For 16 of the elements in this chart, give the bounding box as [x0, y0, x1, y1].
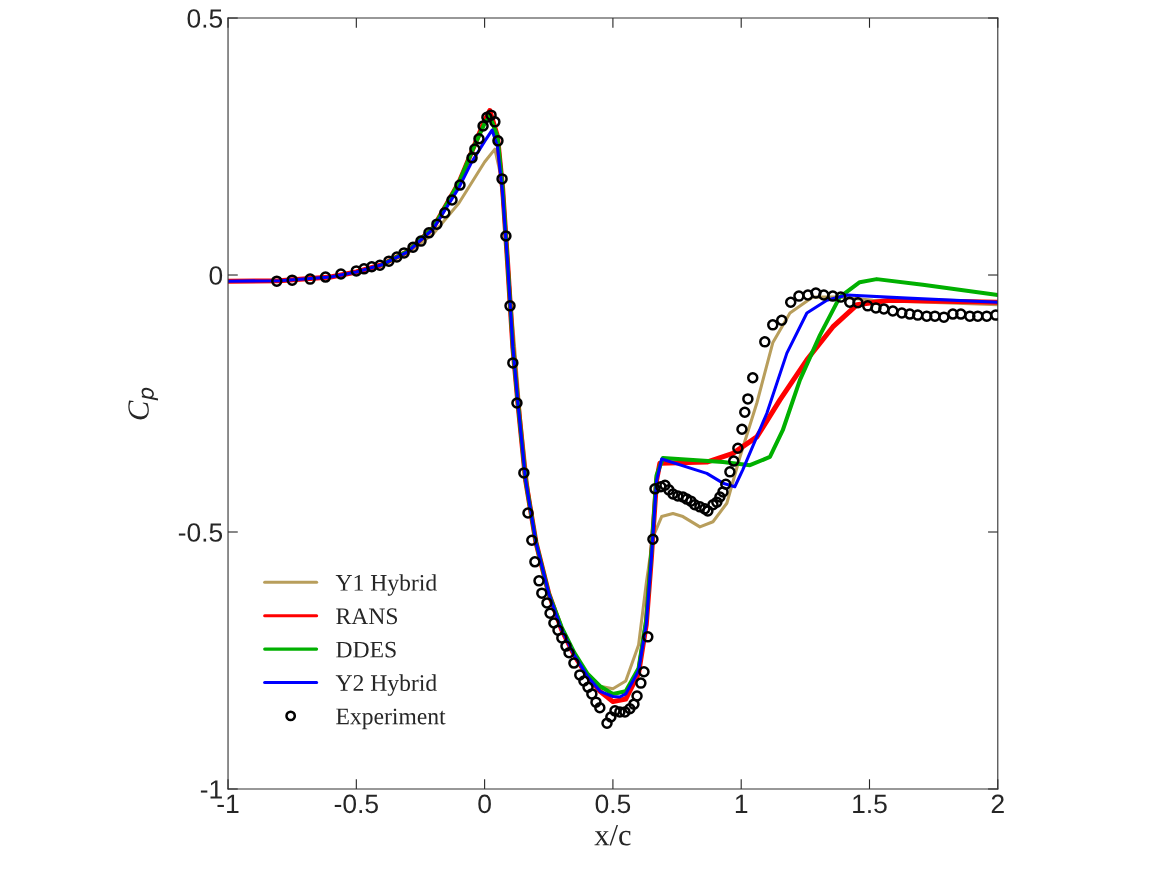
legend-label: Y2 Hybrid [335, 674, 437, 696]
legend-label: RANS [336, 608, 398, 625]
x-tick-label: 0 [478, 794, 491, 814]
x-tick-label: 2 [991, 794, 1004, 813]
y-tick-label: -0.5 [178, 523, 223, 542]
legend-label: Y1 Hybrid [335, 574, 437, 596]
x-axis-title: x/c [594, 825, 631, 846]
y-tick-label: 0 [209, 266, 223, 285]
y-tick-label: 0.5 [187, 9, 223, 28]
x-tick-label: 0.5 [595, 794, 631, 814]
legend-label: DDES [336, 641, 396, 658]
x-tick-label: -0.5 [334, 794, 378, 814]
x-tick-label: 1.5 [853, 794, 887, 814]
legend-label: Experiment [336, 708, 446, 730]
y-axis-title: C$_{p}$ [128, 387, 159, 420]
x-tick-label: 1 [735, 794, 748, 813]
